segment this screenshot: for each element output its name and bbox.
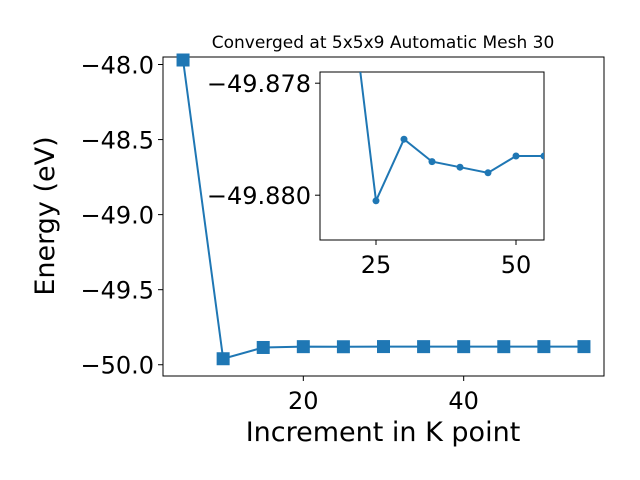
- main-y-tick-label: −49.5: [80, 277, 154, 305]
- main-y-tick-label: −48.5: [80, 127, 154, 155]
- inset-data-point: [428, 158, 436, 166]
- main-y-tick-label: −50.0: [80, 352, 154, 380]
- main-data-point: [417, 340, 431, 354]
- inset-data-point: [400, 135, 408, 143]
- inset-x-ticks: 25 50: [361, 240, 532, 279]
- main-y-tick-label: −49.0: [80, 202, 154, 230]
- inset-data-point: [484, 169, 492, 177]
- inset-y-tick-label: −49.878: [207, 70, 311, 98]
- main-axes: 20 40 −48.0−48.5−49.0−49.5−50.0: [80, 52, 605, 415]
- inset-axes-frame: [319, 71, 545, 241]
- main-data-point: [377, 340, 390, 354]
- inset-y-ticks: −49.880 −49.878: [207, 70, 320, 210]
- main-data-point: [296, 340, 310, 354]
- x-axis-label: Increment in K point: [246, 417, 521, 448]
- inset-data-point: [456, 163, 464, 171]
- main-data-point: [457, 340, 471, 354]
- main-data-point: [336, 340, 350, 354]
- main-data-point: [256, 340, 270, 354]
- main-data-point: [577, 340, 591, 354]
- main-x-tick-label: 40: [448, 387, 479, 415]
- y-axis-label: Energy (eV): [30, 136, 61, 295]
- main-y-ticks: −48.0 −48.5 −49.0 −49.5 −50.0: [80, 52, 163, 380]
- main-data-point: [216, 352, 230, 366]
- inset-axes: 25 50 −49.880 −49.878: [207, 70, 545, 279]
- inset-x-tick-label: 25: [361, 251, 392, 279]
- inset-y-tick-label: −49.880: [207, 182, 311, 210]
- main-y-tick-label: −48.0: [80, 52, 154, 80]
- main-data-point: [497, 340, 511, 354]
- inset-data-point: [372, 197, 380, 205]
- chart-title: Converged at 5x5x9 Automatic Mesh 30: [212, 33, 555, 53]
- inset-series: [359, 72, 544, 205]
- inset-data-point: [512, 152, 520, 160]
- main-series: [176, 53, 591, 366]
- main-data-point: [537, 340, 551, 354]
- main-axes-frame: [162, 56, 605, 377]
- inset-data-point: [540, 152, 544, 160]
- inset-series-line: [359, 72, 544, 205]
- main-data-point: [176, 53, 190, 67]
- main-x-ticks: 20 40: [288, 376, 479, 415]
- main-x-tick-label: 20: [288, 387, 319, 415]
- inset-x-tick-label: 50: [501, 251, 532, 279]
